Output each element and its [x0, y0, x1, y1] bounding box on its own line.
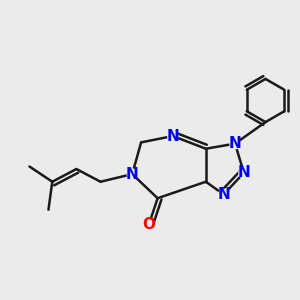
Text: N: N [238, 165, 250, 180]
Text: O: O [142, 218, 155, 232]
Text: N: N [126, 167, 139, 182]
Text: N: N [229, 136, 242, 151]
Circle shape [127, 169, 137, 179]
Circle shape [144, 220, 154, 230]
Circle shape [239, 168, 249, 178]
Circle shape [168, 131, 178, 141]
Circle shape [218, 189, 229, 200]
Text: N: N [217, 187, 230, 202]
Circle shape [230, 139, 240, 149]
Text: N: N [167, 128, 179, 143]
